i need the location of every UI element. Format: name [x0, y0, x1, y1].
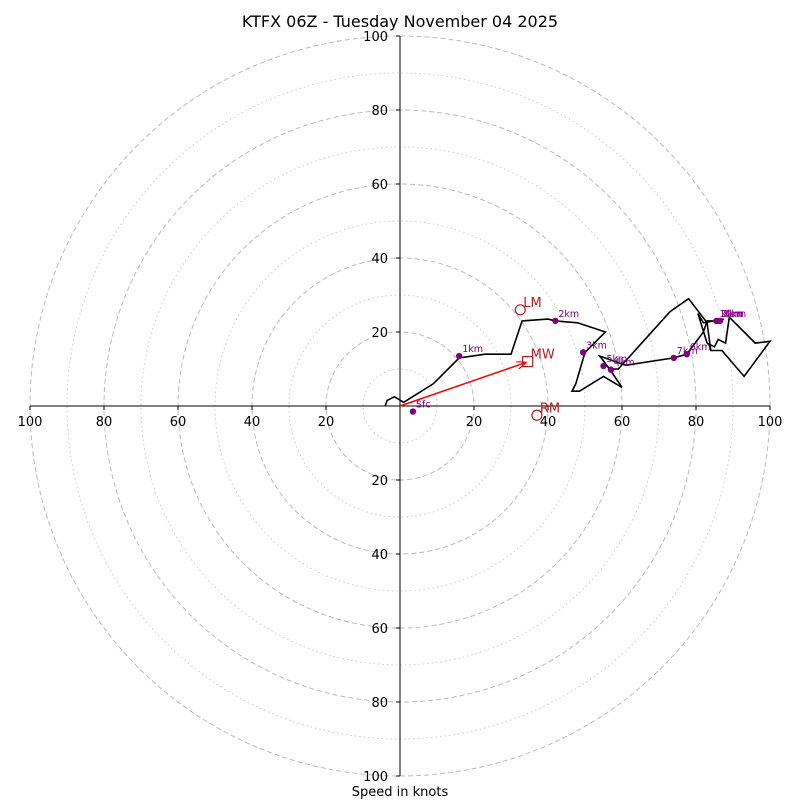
height-label-10km: 10km [719, 309, 746, 320]
chart-title: KTFX 06Z - Tuesday November 04 2025 [242, 12, 558, 31]
x-tick-label: 80 [96, 415, 113, 430]
y-tick-label: 100 [363, 770, 388, 785]
y-tick-label: 40 [371, 252, 388, 267]
height-label-2km: 2km [558, 309, 579, 320]
height-marker-10km [713, 317, 720, 325]
left-mover-label: LM [523, 296, 541, 311]
height-label-8km: 8km [723, 309, 744, 320]
height-label-4km: 4km [614, 358, 635, 369]
x-axis-label: Speed in knots [352, 785, 449, 800]
height-marker-6km [683, 351, 690, 358]
height-marker-2km [552, 317, 559, 325]
height-marker-7km [670, 354, 677, 362]
height-label-5km: 5km [607, 354, 628, 365]
x-tick-label: 60 [614, 415, 631, 430]
y-tick-label: 60 [371, 622, 388, 637]
tick-labels: 100 80 60 40 20 20 40 60 80 100 100 80 60 40 20 20 40 60 8… [18, 30, 783, 785]
right-mover-label: RM [540, 401, 560, 416]
height-label-Sfc: Sfc [416, 400, 431, 411]
x-tick-label: 100 [758, 415, 783, 430]
height-marker-Sfc [409, 408, 417, 415]
y-tick-label: 80 [371, 104, 388, 119]
x-tick-label: 60 [170, 415, 187, 430]
height-label-1km: 1km [462, 344, 483, 355]
y-tick-label: 40 [371, 548, 388, 563]
mean-wind-arrow [399, 363, 526, 407]
x-tick-label: 80 [688, 415, 705, 430]
storm-motion: LM MW RM [399, 296, 560, 421]
height-label-3km: 3km [586, 340, 607, 351]
y-tick-label: 100 [363, 30, 388, 45]
height-marker-5km [600, 362, 607, 370]
height-label-9km: 9km [721, 309, 742, 320]
height-marker-3km [579, 349, 587, 356]
x-tick-label: 20 [466, 415, 483, 430]
x-tick-label: 40 [244, 415, 261, 430]
right-mover-marker [531, 409, 543, 421]
left-mover-marker [514, 304, 526, 316]
x-tick-label: 20 [318, 415, 335, 430]
height-label-7km: 7km [677, 346, 698, 357]
y-tick-label: 20 [371, 474, 388, 489]
y-tick-label: 60 [371, 178, 388, 193]
height-label-6km: 6km [690, 342, 711, 353]
y-tick-label: 20 [371, 326, 388, 341]
x-tick-label: 100 [18, 415, 43, 430]
height-marker-1km [456, 352, 463, 360]
y-tick-label: 80 [371, 696, 388, 711]
mean-wind-label: MW [531, 348, 555, 363]
mean-wind-marker [522, 356, 534, 368]
x-tick-label: 40 [540, 415, 557, 430]
height-marker-4km [607, 366, 615, 373]
